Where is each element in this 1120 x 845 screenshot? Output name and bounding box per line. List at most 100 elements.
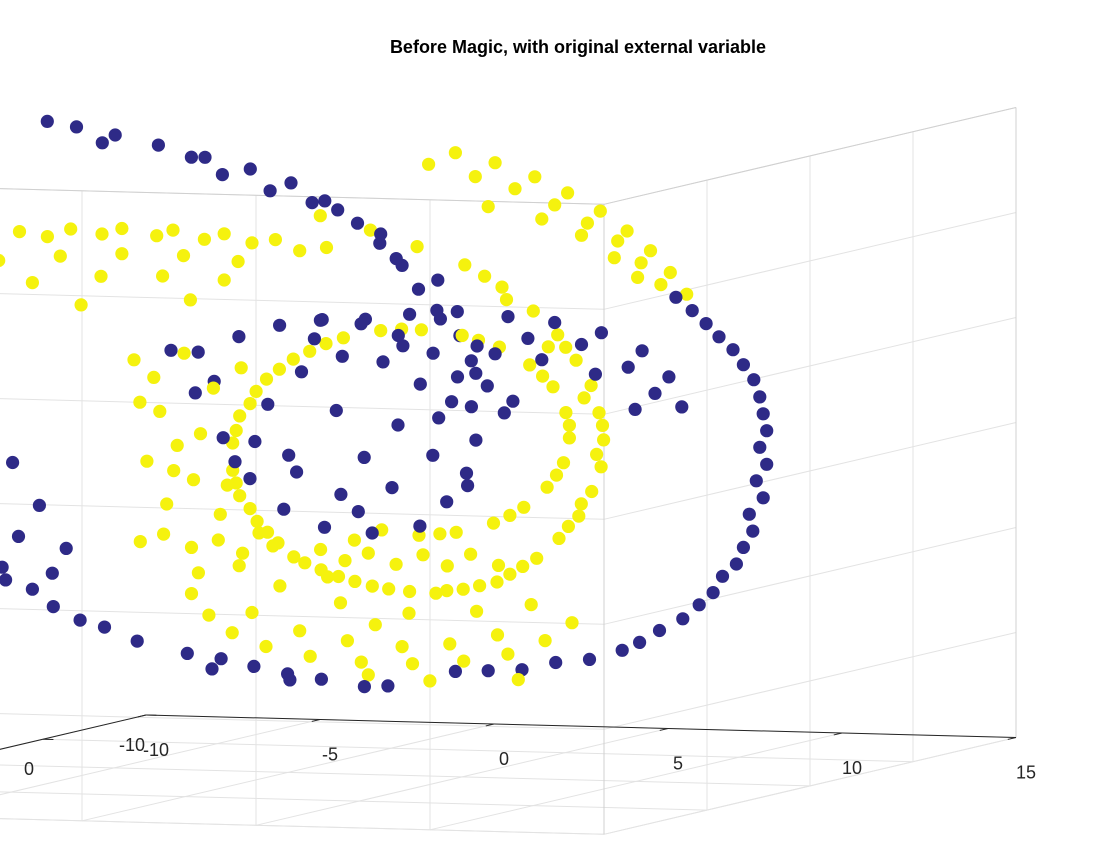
- data-point-yellow: [450, 526, 463, 539]
- data-point-dark: [41, 115, 54, 128]
- data-point-yellow: [362, 547, 375, 560]
- data-point-dark: [261, 398, 274, 411]
- data-point-dark: [653, 624, 666, 637]
- data-point-dark: [622, 361, 635, 374]
- data-point-yellow: [266, 539, 279, 552]
- data-point-yellow: [654, 278, 667, 291]
- data-point-yellow: [133, 396, 146, 409]
- data-point-yellow: [608, 251, 621, 264]
- x-tick-mark: [138, 715, 146, 717]
- data-point-yellow: [478, 270, 491, 283]
- data-point-yellow: [207, 382, 220, 395]
- data-point-yellow: [492, 559, 505, 572]
- y-tick-label: 0: [24, 759, 34, 779]
- data-point-dark: [440, 495, 453, 508]
- data-point-dark: [318, 194, 331, 207]
- data-point-yellow: [585, 485, 598, 498]
- data-point-yellow: [422, 158, 435, 171]
- data-point-yellow: [535, 212, 548, 225]
- data-point-dark: [60, 542, 73, 555]
- data-point-yellow: [527, 304, 540, 317]
- data-point-yellow: [396, 640, 409, 653]
- data-point-yellow: [525, 598, 538, 611]
- data-point-yellow: [500, 293, 513, 306]
- data-point-yellow: [482, 200, 495, 213]
- data-point-yellow: [563, 419, 576, 432]
- data-point-yellow: [664, 266, 677, 279]
- data-point-yellow: [592, 406, 605, 419]
- data-point-yellow: [433, 527, 446, 540]
- data-point-yellow: [320, 241, 333, 254]
- data-point-yellow: [469, 170, 482, 183]
- data-point-dark: [295, 365, 308, 378]
- data-point-dark: [232, 330, 245, 343]
- data-point-yellow: [597, 433, 610, 446]
- data-point-dark: [465, 400, 478, 413]
- data-point-dark: [449, 665, 462, 678]
- data-point-dark: [451, 370, 464, 383]
- data-point-yellow: [557, 456, 570, 469]
- data-point-yellow: [501, 648, 514, 661]
- data-point-dark: [675, 400, 688, 413]
- data-point-dark: [185, 151, 198, 164]
- data-point-dark: [760, 458, 773, 471]
- data-point-yellow: [369, 618, 382, 631]
- data-point-dark: [747, 373, 760, 386]
- data-point-dark: [460, 467, 473, 480]
- y-tick-label: -10: [119, 735, 145, 755]
- data-point-yellow: [0, 254, 5, 267]
- data-point-dark: [548, 316, 561, 329]
- data-point-yellow: [348, 575, 361, 588]
- data-point-yellow: [13, 225, 26, 238]
- data-point-yellow: [127, 353, 140, 366]
- data-point-yellow: [187, 473, 200, 486]
- data-point-yellow: [232, 255, 245, 268]
- back-wall-gridline: [0, 707, 604, 730]
- x-tick-label: -5: [322, 745, 338, 765]
- data-point-dark: [74, 614, 87, 627]
- data-point-dark: [549, 656, 562, 669]
- data-point-yellow: [382, 582, 395, 595]
- data-point-dark: [396, 339, 409, 352]
- x-tick-label: 0: [499, 749, 509, 769]
- x-axis-line: [146, 715, 1016, 738]
- data-point-dark: [47, 600, 60, 613]
- data-point-yellow: [575, 229, 588, 242]
- data-point-yellow: [585, 379, 598, 392]
- data-point-yellow: [95, 227, 108, 240]
- data-point-yellow: [561, 186, 574, 199]
- data-point-yellow: [512, 673, 525, 686]
- data-point-yellow: [456, 329, 469, 342]
- data-point-yellow: [230, 424, 243, 437]
- data-point-yellow: [508, 182, 521, 195]
- data-point-yellow: [245, 606, 258, 619]
- chart-title: Before Magic, with original external var…: [390, 37, 766, 57]
- data-point-yellow: [252, 526, 265, 539]
- data-point-yellow: [212, 533, 225, 546]
- data-point-dark: [676, 612, 689, 625]
- data-point-dark: [355, 317, 368, 330]
- data-point-yellow: [235, 361, 248, 374]
- data-point-dark: [489, 347, 502, 360]
- data-point-dark: [506, 395, 519, 408]
- data-point-yellow: [596, 419, 609, 432]
- data-point-yellow: [635, 256, 648, 269]
- data-point-dark: [390, 252, 403, 265]
- data-point-yellow: [321, 570, 334, 583]
- data-point-dark: [228, 455, 241, 468]
- data-point-dark: [746, 525, 759, 538]
- data-point-dark: [306, 196, 319, 209]
- data-point-yellow: [490, 575, 503, 588]
- data-point-yellow: [319, 337, 332, 350]
- data-point-dark: [482, 664, 495, 677]
- data-point-yellow: [523, 358, 536, 371]
- data-point-yellow: [153, 405, 166, 418]
- data-point-yellow: [287, 550, 300, 563]
- data-point-dark: [33, 499, 46, 512]
- data-point-dark: [413, 520, 426, 533]
- data-point-yellow: [202, 609, 215, 622]
- data-point-dark: [412, 283, 425, 296]
- data-point-yellow: [546, 380, 559, 393]
- data-point-dark: [716, 570, 729, 583]
